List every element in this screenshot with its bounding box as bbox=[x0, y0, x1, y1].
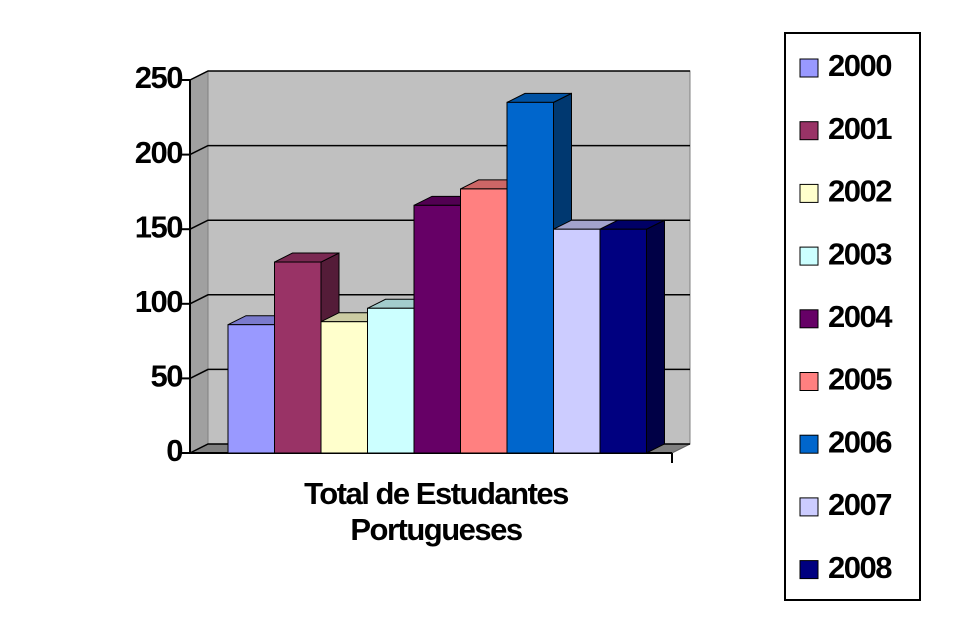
legend-label: 2008 bbox=[828, 550, 892, 585]
y-tick-label: 150 bbox=[135, 209, 182, 244]
y-tick-label: 0 bbox=[166, 433, 182, 468]
y-tick-label: 250 bbox=[135, 60, 182, 95]
side-wall bbox=[189, 70, 209, 454]
y-tick-label: 50 bbox=[151, 359, 183, 394]
legend-label: 2000 bbox=[828, 48, 891, 83]
legend-label: 2005 bbox=[828, 362, 892, 397]
legend-label: 2003 bbox=[828, 236, 892, 271]
legend-swatch bbox=[799, 434, 819, 454]
legend-label: 2006 bbox=[828, 424, 892, 459]
legend-label: 2004 bbox=[828, 299, 893, 334]
bar bbox=[599, 228, 647, 454]
bar bbox=[413, 204, 461, 454]
legend-swatch bbox=[799, 372, 819, 391]
legend-swatch bbox=[799, 309, 819, 329]
bar bbox=[553, 228, 601, 454]
legend-label: 2001 bbox=[828, 111, 892, 146]
grid-line bbox=[189, 70, 690, 81]
bar bbox=[367, 307, 415, 454]
bar-side bbox=[646, 219, 665, 454]
legend-swatch bbox=[799, 246, 819, 266]
bar bbox=[506, 101, 554, 454]
bar bbox=[320, 321, 368, 454]
bar bbox=[227, 324, 275, 454]
legend-swatch bbox=[799, 497, 819, 517]
y-tick-label: 100 bbox=[135, 284, 182, 319]
y-tick-label: 200 bbox=[135, 135, 182, 170]
category-label: Total de Estudantes Portugueses bbox=[304, 476, 569, 547]
legend-swatch bbox=[799, 560, 819, 580]
bar bbox=[460, 188, 508, 454]
legend-swatch bbox=[799, 121, 819, 141]
bar bbox=[274, 261, 322, 454]
legend-label: 2007 bbox=[828, 487, 891, 522]
legend-swatch bbox=[799, 58, 819, 78]
legend-swatch bbox=[799, 183, 819, 203]
legend-label: 2002 bbox=[828, 174, 891, 209]
